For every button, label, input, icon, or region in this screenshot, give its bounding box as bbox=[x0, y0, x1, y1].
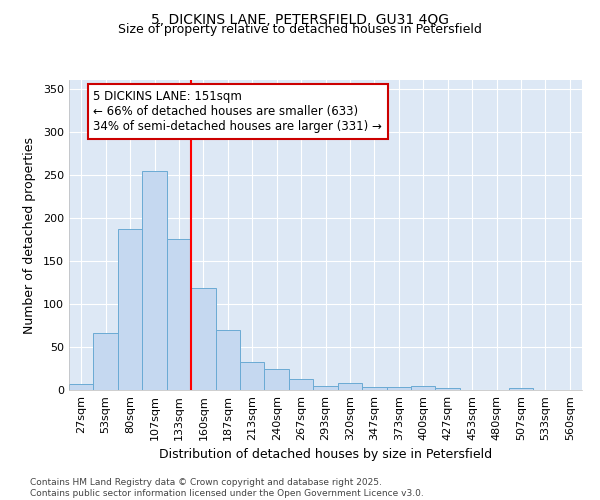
Text: 5, DICKINS LANE, PETERSFIELD, GU31 4QG: 5, DICKINS LANE, PETERSFIELD, GU31 4QG bbox=[151, 12, 449, 26]
Bar bbox=[265, 370, 289, 390]
Text: 5 DICKINS LANE: 151sqm
← 66% of detached houses are smaller (633)
34% of semi-de: 5 DICKINS LANE: 151sqm ← 66% of detached… bbox=[94, 90, 382, 134]
Bar bbox=[240, 362, 265, 390]
Bar bbox=[191, 288, 215, 390]
Bar bbox=[338, 383, 362, 390]
Bar bbox=[436, 388, 460, 390]
Bar bbox=[167, 240, 191, 390]
Bar bbox=[411, 386, 436, 390]
Text: Size of property relative to detached houses in Petersfield: Size of property relative to detached ho… bbox=[118, 24, 482, 36]
Bar bbox=[509, 388, 533, 390]
Bar bbox=[118, 229, 142, 390]
Bar bbox=[362, 386, 386, 390]
Bar bbox=[142, 172, 167, 390]
Bar bbox=[289, 379, 313, 390]
Bar bbox=[69, 384, 94, 390]
Text: Contains HM Land Registry data © Crown copyright and database right 2025.
Contai: Contains HM Land Registry data © Crown c… bbox=[30, 478, 424, 498]
X-axis label: Distribution of detached houses by size in Petersfield: Distribution of detached houses by size … bbox=[159, 448, 492, 462]
Bar bbox=[94, 333, 118, 390]
Bar bbox=[215, 330, 240, 390]
Bar bbox=[313, 386, 338, 390]
Bar bbox=[386, 388, 411, 390]
Y-axis label: Number of detached properties: Number of detached properties bbox=[23, 136, 36, 334]
